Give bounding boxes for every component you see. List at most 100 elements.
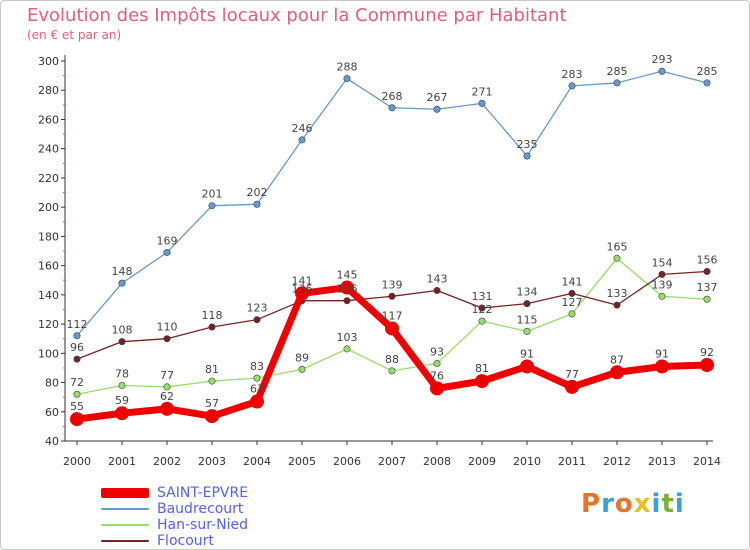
data-label: 96 [70, 341, 84, 354]
legend-item-han-sur-nied: Han-sur-Nied [101, 517, 248, 533]
data-label: 202 [247, 186, 268, 199]
y-tick-label: 200 [38, 201, 59, 214]
data-label: 62 [160, 390, 174, 403]
data-point [568, 310, 576, 318]
x-tick-label: 2014 [693, 455, 721, 468]
data-point [478, 304, 486, 312]
data-label: 131 [472, 290, 493, 303]
data-point [115, 406, 129, 421]
data-label: 81 [205, 363, 219, 376]
data-label: 148 [112, 265, 133, 278]
data-point [343, 75, 351, 83]
data-point [700, 358, 714, 372]
data-point [475, 374, 489, 389]
data-label: 145 [337, 269, 358, 282]
data-point [163, 335, 171, 343]
data-label: 137 [697, 281, 718, 294]
data-point [565, 379, 579, 394]
data-label: 165 [607, 240, 628, 253]
data-point [433, 360, 441, 368]
data-label: 87 [610, 353, 624, 366]
data-point [478, 317, 486, 325]
data-point [208, 202, 216, 210]
y-tick-label: 240 [38, 143, 59, 156]
x-tick-label: 2003 [198, 455, 226, 468]
data-label: 143 [427, 272, 448, 285]
data-label: 117 [382, 309, 403, 322]
legend-swatch-han-sur-nied [101, 524, 149, 526]
data-point [253, 374, 261, 382]
data-point [205, 409, 219, 424]
data-label: 93 [430, 346, 444, 359]
data-point [385, 321, 399, 336]
data-label: 285 [607, 65, 628, 78]
x-tick-label: 2002 [153, 455, 181, 468]
data-label: 156 [697, 253, 718, 266]
y-tick-label: 220 [38, 172, 59, 185]
data-label: 201 [202, 188, 223, 201]
x-tick-label: 2008 [423, 455, 451, 468]
data-label: 293 [652, 53, 673, 66]
data-label: 103 [337, 331, 358, 344]
legend-swatch-flocourt [101, 540, 149, 542]
x-tick-label: 2010 [513, 455, 541, 468]
data-point [253, 316, 261, 324]
legend-swatch-saint-epvre [101, 488, 149, 498]
data-point [340, 280, 354, 295]
data-label: 78 [115, 367, 129, 380]
data-point [118, 381, 126, 389]
data-point [478, 99, 486, 107]
data-point [658, 270, 666, 278]
data-point [703, 79, 711, 87]
legend-label: Baudrecourt [157, 501, 244, 517]
legend-item-saint-epvre: SAINT-EPVRE [101, 485, 248, 501]
y-tick-label: 100 [38, 347, 59, 360]
data-point [298, 136, 306, 144]
data-label: 81 [475, 362, 489, 375]
data-point [613, 254, 621, 262]
x-tick-label: 2007 [378, 455, 406, 468]
data-point [343, 345, 351, 353]
y-tick-label: 180 [38, 230, 59, 243]
legend: SAINT-EPVRE Baudrecourt Han-sur-Nied Flo… [101, 485, 248, 549]
data-point [73, 332, 81, 340]
data-label: 133 [607, 287, 628, 300]
data-point [250, 394, 264, 409]
data-point [73, 390, 81, 398]
data-label: 267 [427, 91, 448, 104]
data-label: 285 [697, 65, 718, 78]
y-tick-label: 120 [38, 318, 59, 331]
x-tick-label: 2000 [63, 455, 91, 468]
data-point [73, 355, 81, 363]
data-point [610, 365, 624, 380]
data-label: 136 [337, 283, 358, 296]
data-point [253, 200, 261, 208]
data-point [70, 412, 84, 427]
x-tick-label: 2004 [243, 455, 271, 468]
data-label: 122 [472, 303, 493, 316]
data-point [523, 327, 531, 335]
data-point [568, 289, 576, 297]
data-point [163, 248, 171, 256]
x-tick-label: 2006 [333, 455, 361, 468]
data-label: 118 [202, 309, 223, 322]
legend-label: Flocourt [157, 533, 214, 549]
chart-title: Evolution des Impôts locaux pour la Comm… [27, 5, 567, 26]
data-point [613, 301, 621, 309]
data-label: 271 [472, 85, 493, 98]
data-point [655, 359, 669, 374]
x-tick-label: 2001 [108, 455, 136, 468]
data-point [343, 297, 351, 305]
y-tick-label: 280 [38, 84, 59, 97]
data-label: 283 [562, 68, 583, 81]
data-label: 115 [517, 313, 538, 326]
data-label: 288 [337, 61, 358, 74]
data-label: 57 [205, 397, 219, 410]
x-tick-label: 2012 [603, 455, 631, 468]
chart-subtitle: (en € et par an) [27, 28, 122, 42]
data-label: 268 [382, 90, 403, 103]
y-tick-label: 140 [38, 289, 59, 302]
data-label: 136 [292, 283, 313, 296]
x-tick-label: 2005 [288, 455, 316, 468]
